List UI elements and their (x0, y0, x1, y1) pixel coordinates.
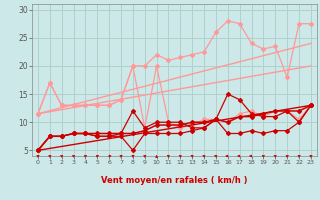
X-axis label: Vent moyen/en rafales ( km/h ): Vent moyen/en rafales ( km/h ) (101, 176, 248, 185)
